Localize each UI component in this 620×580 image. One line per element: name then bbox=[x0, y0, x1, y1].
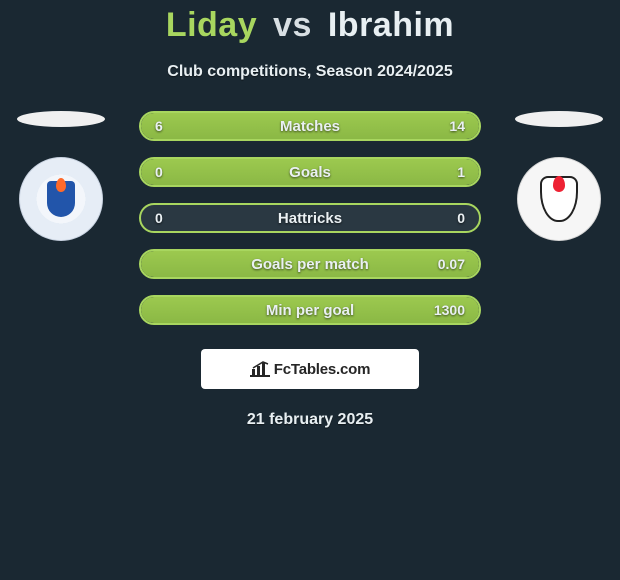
player1-name: Liday bbox=[166, 6, 257, 44]
stat-value-right: 1 bbox=[457, 164, 465, 180]
date-text: 21 february 2025 bbox=[0, 411, 620, 429]
stat-label: Goals per match bbox=[251, 256, 369, 273]
stat-value-right: 0.07 bbox=[438, 256, 465, 272]
attribution-badge[interactable]: FcTables.com bbox=[201, 349, 419, 389]
stat-fill-right bbox=[242, 113, 479, 139]
stat-value-right: 14 bbox=[449, 118, 465, 134]
stat-label: Hattricks bbox=[278, 210, 342, 227]
stat-value-left: 6 bbox=[155, 118, 163, 134]
chart-icon bbox=[250, 361, 270, 377]
right-badge-column bbox=[514, 111, 604, 241]
stat-row: 6 Matches 14 bbox=[139, 111, 481, 141]
stat-rows: 6 Matches 14 0 Goals 1 0 Hattricks 0 Goals per ma… bbox=[139, 111, 481, 325]
player2-name: Ibrahim bbox=[328, 6, 454, 44]
player1-flag bbox=[17, 111, 105, 127]
player2-club-badge bbox=[517, 157, 601, 241]
left-badge-column bbox=[16, 111, 106, 241]
comparison-section: 6 Matches 14 0 Goals 1 0 Hattricks 0 Goals per ma… bbox=[0, 111, 620, 325]
player1-club-badge bbox=[19, 157, 103, 241]
page-title: Liday vs Ibrahim bbox=[0, 6, 620, 45]
stat-label: Goals bbox=[289, 164, 331, 181]
stat-row: 0 Hattricks 0 bbox=[139, 203, 481, 233]
stat-value-right: 1300 bbox=[434, 302, 465, 318]
stat-row: 0 Goals 1 bbox=[139, 157, 481, 187]
stat-value-left: 0 bbox=[155, 210, 163, 226]
stat-row: Min per goal 1300 bbox=[139, 295, 481, 325]
stat-value-left: 0 bbox=[155, 164, 163, 180]
header: Liday vs Ibrahim bbox=[0, 0, 620, 45]
attribution-text: FcTables.com bbox=[274, 361, 371, 378]
stat-label: Matches bbox=[280, 118, 340, 135]
vs-text: vs bbox=[273, 6, 312, 44]
stat-value-right: 0 bbox=[457, 210, 465, 226]
subtitle: Club competitions, Season 2024/2025 bbox=[0, 63, 620, 81]
stat-row: Goals per match 0.07 bbox=[139, 249, 481, 279]
player2-flag bbox=[515, 111, 603, 127]
stat-label: Min per goal bbox=[266, 302, 354, 319]
